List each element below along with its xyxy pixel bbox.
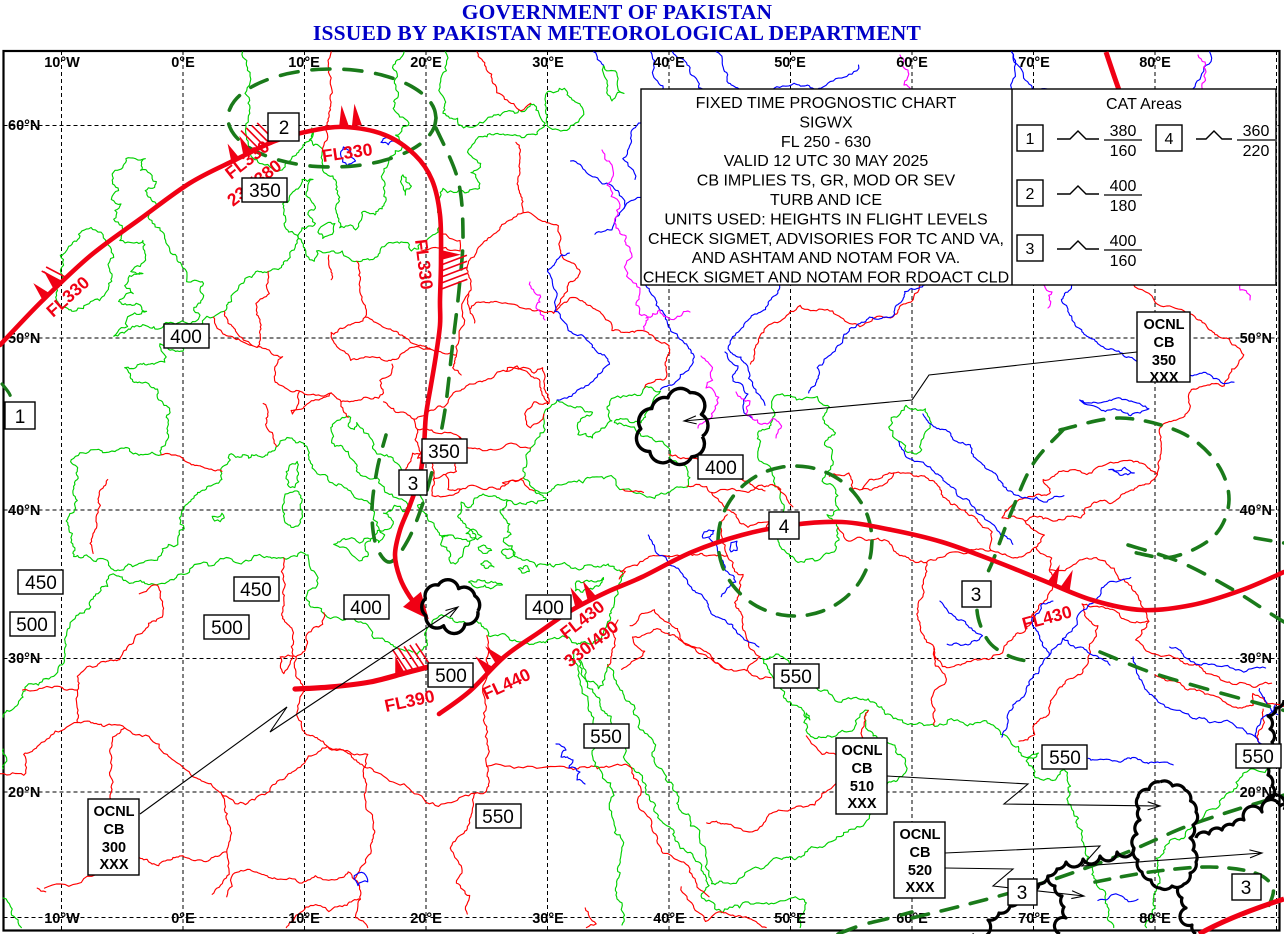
svg-text:50°N: 50°N [1240, 331, 1272, 347]
svg-text:60°N: 60°N [8, 118, 40, 134]
svg-text:3: 3 [1017, 883, 1028, 904]
svg-text:160: 160 [1110, 143, 1137, 160]
svg-text:CHECK SIGMET, ADVISORIES FOR T: CHECK SIGMET, ADVISORIES FOR TC AND VA, [648, 231, 1004, 248]
svg-text:400: 400 [532, 598, 564, 619]
svg-text:400: 400 [170, 327, 202, 348]
svg-text:3: 3 [971, 585, 982, 606]
svg-text:CHECK SIGMET AND NOTAM FOR RDO: CHECK SIGMET AND NOTAM FOR RDOACT CLD [643, 270, 1009, 287]
svg-text:400: 400 [1110, 178, 1137, 195]
svg-text:30°E: 30°E [532, 55, 564, 71]
svg-text:10°W: 10°W [44, 55, 80, 71]
svg-text:510: 510 [850, 779, 874, 795]
svg-text:3: 3 [1026, 241, 1035, 258]
svg-text:300: 300 [102, 840, 126, 856]
svg-text:XXX: XXX [847, 796, 876, 812]
svg-text:XXX: XXX [905, 880, 934, 896]
svg-text:SIGWX: SIGWX [799, 114, 853, 131]
svg-text:30°N: 30°N [8, 651, 40, 667]
svg-text:40°N: 40°N [8, 503, 40, 519]
svg-text:20°E: 20°E [410, 911, 442, 927]
svg-text:1: 1 [1026, 131, 1035, 148]
svg-text:500: 500 [211, 618, 243, 639]
svg-text:OCNL: OCNL [1143, 317, 1184, 333]
svg-text:400: 400 [1110, 233, 1137, 250]
svg-text:AND ASHTAM AND NOTAM FOR VA.: AND ASHTAM AND NOTAM FOR VA. [692, 250, 960, 267]
svg-text:50°N: 50°N [8, 331, 40, 347]
svg-text:40°E: 40°E [653, 911, 685, 927]
svg-text:50°E: 50°E [774, 55, 806, 71]
svg-text:220: 220 [1243, 143, 1270, 160]
svg-text:450: 450 [240, 580, 272, 601]
svg-text:30°E: 30°E [532, 911, 564, 927]
svg-text:80°E: 80°E [1139, 911, 1171, 927]
svg-text:160: 160 [1110, 253, 1137, 270]
svg-text:550: 550 [1049, 748, 1081, 769]
svg-text:20°N: 20°N [8, 785, 40, 801]
svg-text:CB: CB [104, 822, 125, 838]
svg-text:550: 550 [482, 807, 514, 828]
svg-text:360: 360 [1243, 123, 1270, 140]
svg-text:550: 550 [590, 727, 622, 748]
svg-text:500: 500 [16, 615, 48, 636]
svg-text:2: 2 [1026, 186, 1035, 203]
svg-text:FL 250 - 630: FL 250 - 630 [781, 134, 871, 151]
svg-text:550: 550 [780, 667, 812, 688]
svg-text:70°E: 70°E [1018, 55, 1050, 71]
svg-text:10°W: 10°W [44, 911, 80, 927]
svg-text:550: 550 [1242, 747, 1274, 768]
svg-text:CB: CB [1154, 335, 1175, 351]
svg-text:3: 3 [1241, 878, 1252, 899]
svg-text:0°E: 0°E [171, 911, 195, 927]
svg-text:FIXED TIME PROGNOSTIC CHART: FIXED TIME PROGNOSTIC CHART [696, 95, 957, 112]
svg-text:CB: CB [852, 761, 873, 777]
svg-text:520: 520 [908, 863, 932, 879]
svg-text:XXX: XXX [99, 857, 128, 873]
svg-text:400: 400 [705, 458, 737, 479]
svg-text:3: 3 [408, 474, 419, 495]
svg-text:50°E: 50°E [774, 911, 806, 927]
svg-text:60°E: 60°E [896, 55, 928, 71]
svg-text:4: 4 [779, 517, 790, 538]
svg-text:XXX: XXX [1149, 370, 1178, 386]
svg-text:350: 350 [1152, 353, 1176, 369]
svg-text:350: 350 [428, 442, 460, 463]
svg-text:80°E: 80°E [1139, 55, 1171, 71]
svg-text:UNITS USED: HEIGHTS IN FLIGHT: UNITS USED: HEIGHTS IN FLIGHT LEVELS [664, 211, 987, 228]
svg-text:450: 450 [25, 573, 57, 594]
svg-text:OCNL: OCNL [93, 804, 134, 820]
svg-text:OCNL: OCNL [841, 743, 882, 759]
svg-text:1: 1 [15, 407, 26, 428]
svg-text:4: 4 [1165, 131, 1174, 148]
svg-text:30°N: 30°N [1240, 651, 1272, 667]
svg-text:CB IMPLIES TS, GR, MOD OR SEV: CB IMPLIES TS, GR, MOD OR SEV [697, 173, 956, 190]
svg-text:20°E: 20°E [410, 55, 442, 71]
svg-text:0°E: 0°E [171, 55, 195, 71]
svg-text:380: 380 [1110, 123, 1137, 140]
svg-text:10°E: 10°E [288, 55, 320, 71]
svg-text:40°N: 40°N [1240, 503, 1272, 519]
svg-text:70°E: 70°E [1018, 911, 1050, 927]
svg-text:CB: CB [910, 845, 931, 861]
svg-text:400: 400 [350, 598, 382, 619]
svg-text:2: 2 [279, 118, 290, 139]
svg-text:500: 500 [435, 666, 467, 687]
svg-text:40°E: 40°E [653, 55, 685, 71]
svg-text:OCNL: OCNL [899, 827, 940, 843]
svg-text:VALID 12 UTC 30 MAY 2025: VALID 12 UTC 30 MAY 2025 [724, 153, 929, 170]
svg-text:180: 180 [1110, 198, 1137, 215]
svg-text:10°E: 10°E [288, 911, 320, 927]
svg-text:TURB AND ICE: TURB AND ICE [770, 192, 882, 209]
svg-text:20°N: 20°N [1240, 785, 1272, 801]
svg-text:350: 350 [249, 181, 281, 202]
svg-text:CAT Areas: CAT Areas [1106, 96, 1182, 113]
